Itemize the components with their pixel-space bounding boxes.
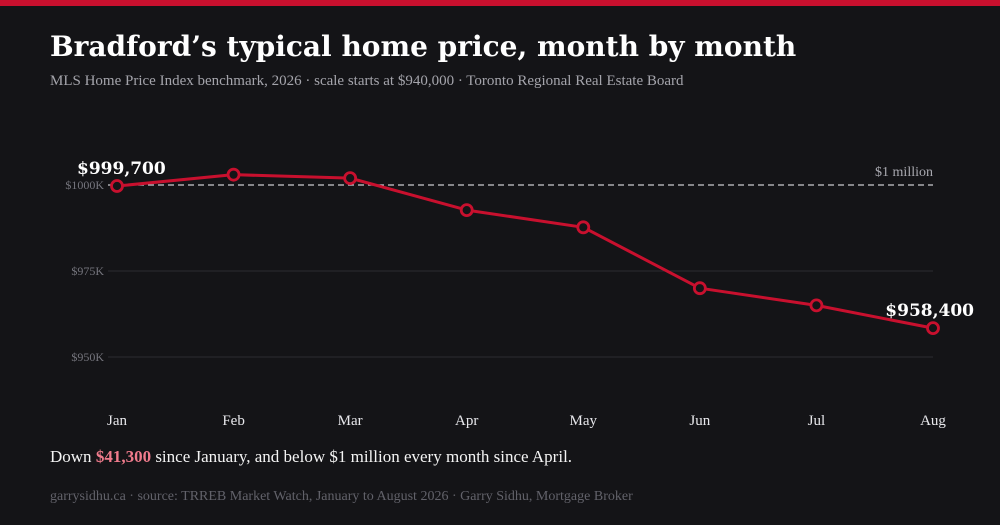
x-tick-label: Mar [338, 413, 363, 429]
y-tick-label: $1000K [65, 178, 104, 192]
line-chart: $1000K $975K $950K $1 million Jan Feb Mar Apr Ma… [65, 159, 974, 429]
x-tick-label: Jul [808, 413, 826, 429]
price-series-line [115, 173, 935, 330]
data-label-jan: $999,700 [77, 159, 166, 179]
x-tick-label: Feb [222, 413, 245, 429]
x-tick-label: Aug [920, 413, 946, 429]
data-point-mar [343, 171, 358, 186]
summary-text: Down $41,300 since January, and below $1… [50, 447, 572, 467]
reference-line-label: $1 million [875, 165, 933, 180]
x-tick-label: Jan [107, 413, 127, 429]
top-accent-bar [0, 0, 1000, 6]
data-point-feb [226, 167, 241, 182]
x-tick-label: Jun [689, 413, 710, 429]
data-label-aug: $958,400 [885, 301, 974, 321]
chart-subtitle: MLS Home Price Index benchmark, 2026 · s… [50, 73, 684, 89]
x-tick-label: Apr [455, 413, 478, 429]
summary-suffix: since January, and below $1 million ever… [151, 447, 573, 466]
data-point-apr [459, 203, 474, 218]
data-point-may [576, 220, 591, 235]
data-point-jun [692, 281, 707, 296]
footer-credit: garrysidhu.ca · source: TRREB Market Wat… [50, 489, 633, 504]
chart-title: Bradford’s typical home price, month by … [50, 30, 797, 63]
y-tick-label: $950K [71, 350, 104, 364]
data-point-jan [110, 179, 124, 193]
summary-prefix: Down [50, 447, 96, 466]
summary-highlight: $41,300 [95, 447, 152, 466]
data-point-jul [809, 298, 824, 313]
x-tick-label: May [570, 413, 598, 429]
y-tick-label: $975K [71, 264, 104, 278]
data-point-aug [926, 321, 940, 336]
